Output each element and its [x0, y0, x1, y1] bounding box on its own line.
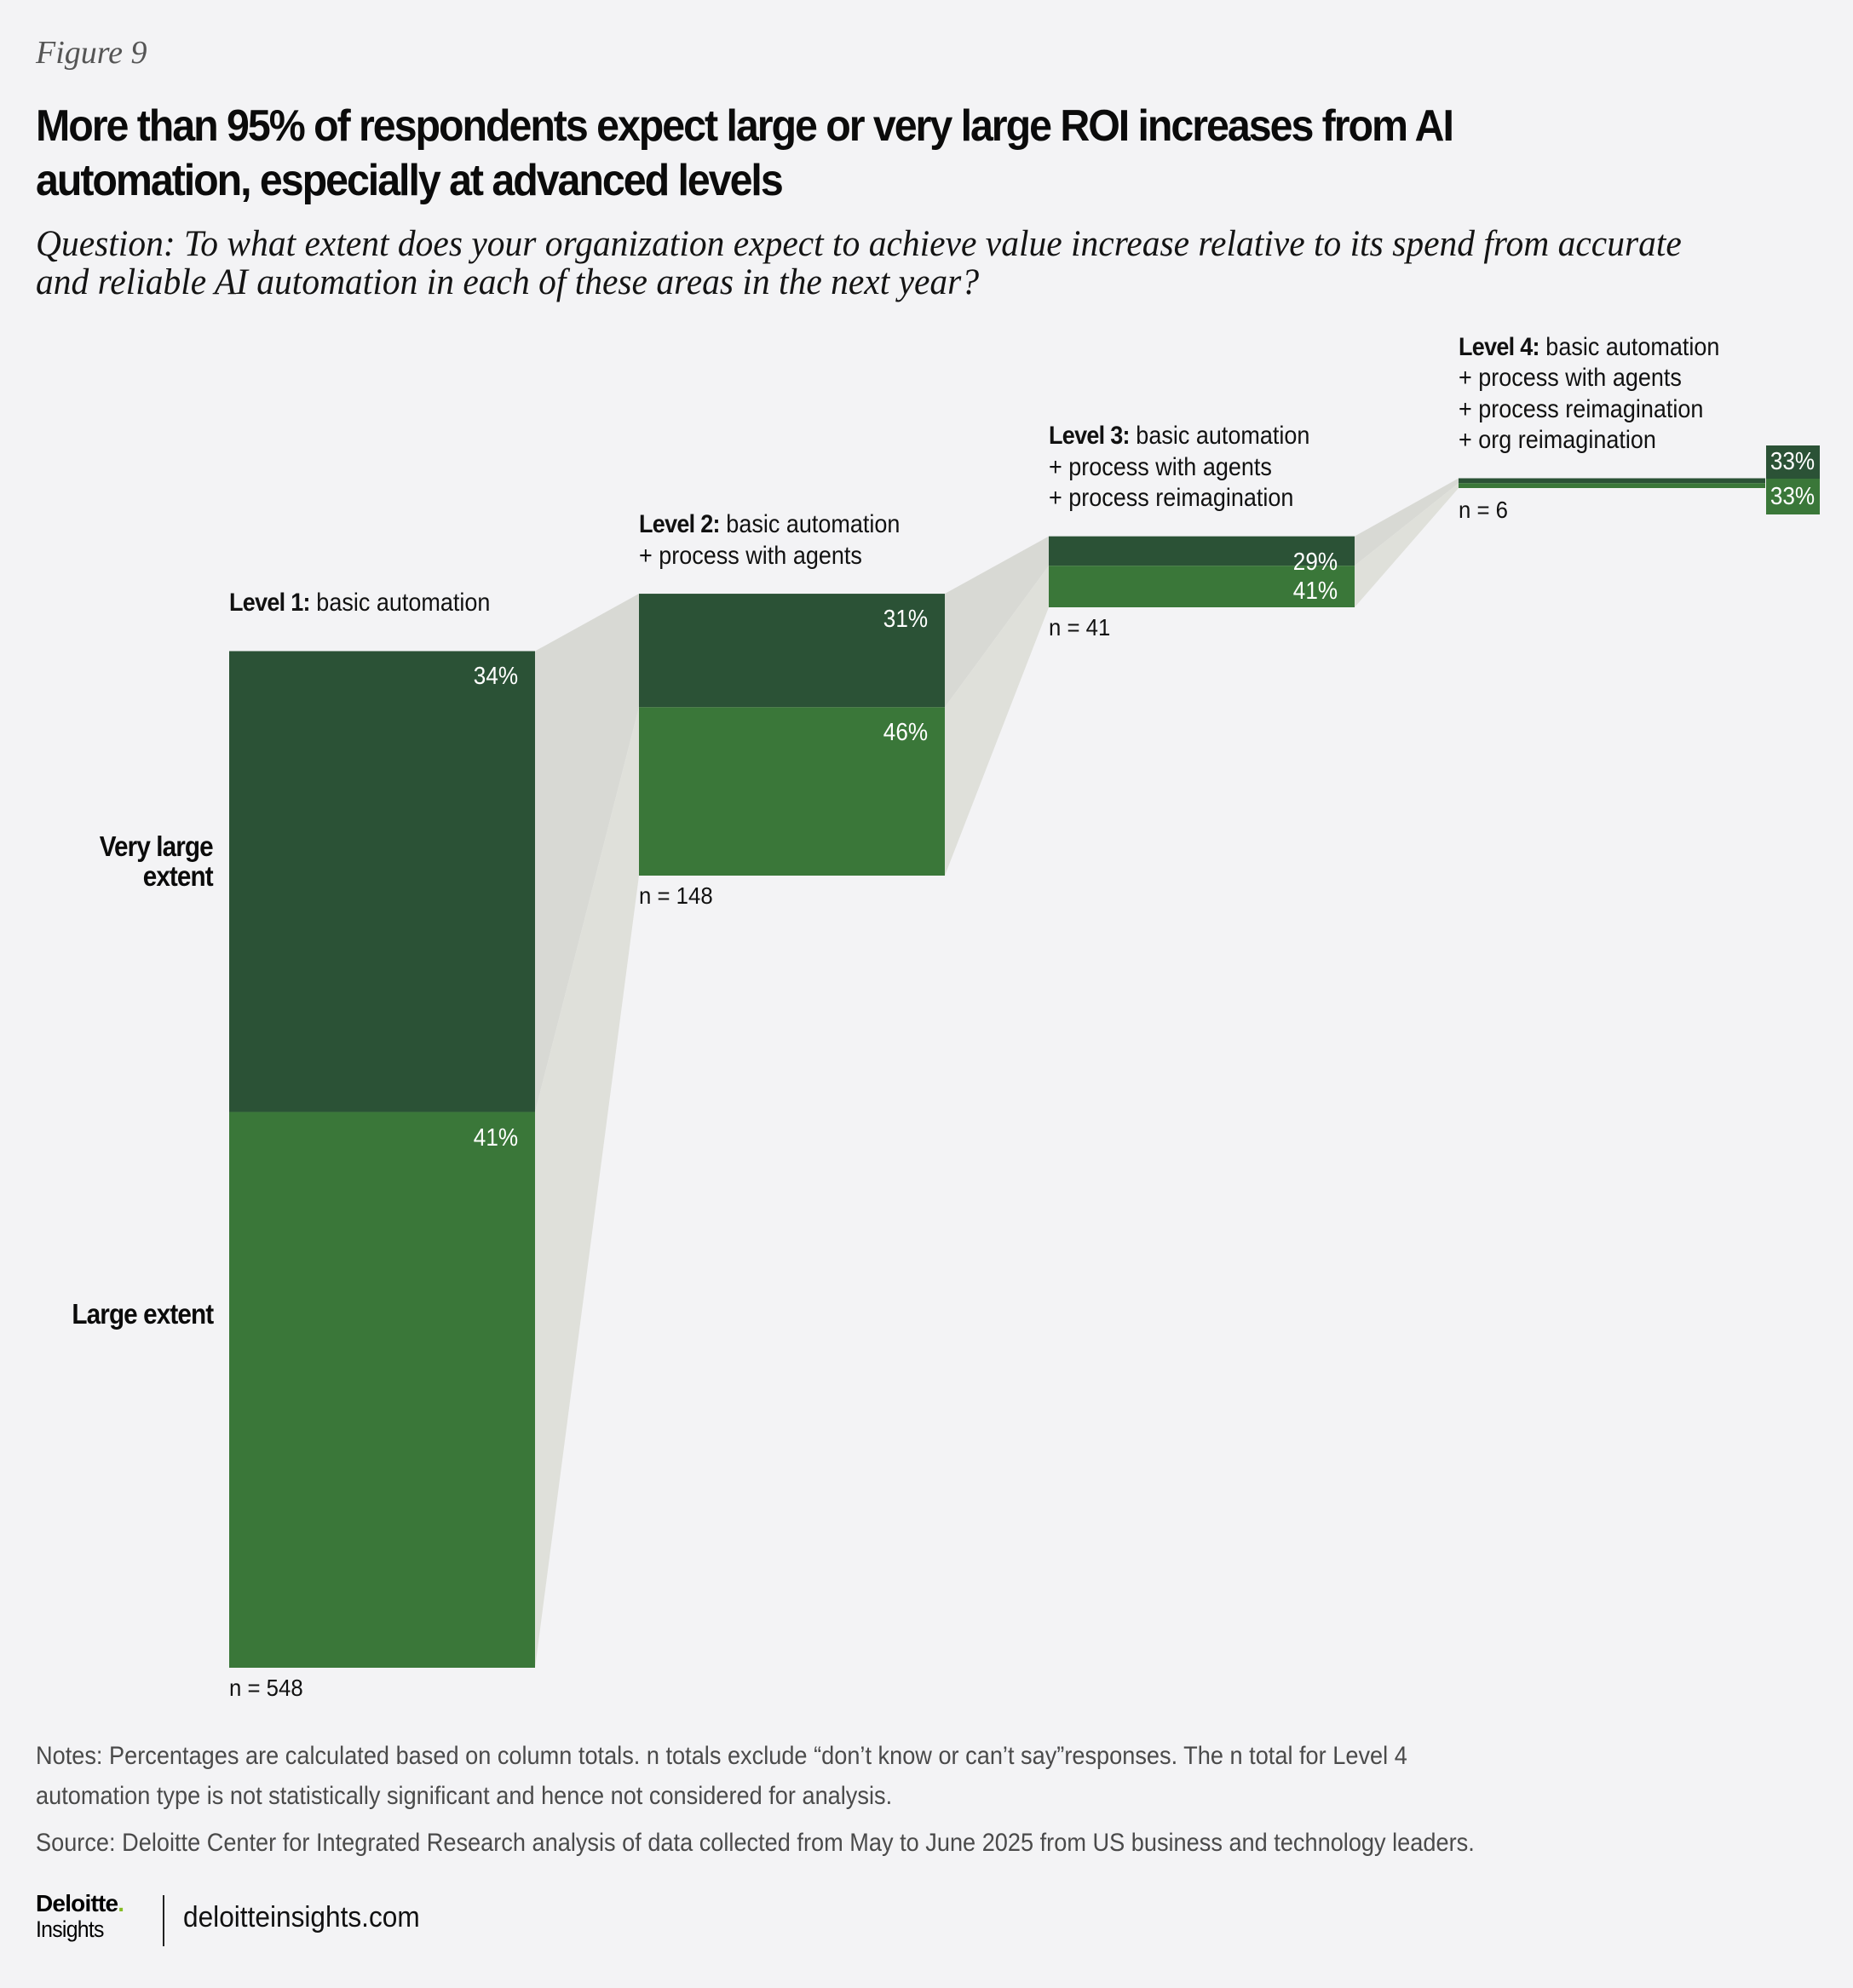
level-2-very-large-value: 31%: [883, 606, 928, 634]
connector-very-large-1-to-2: [535, 594, 639, 1112]
question-line-2: and reliable AI automation in each of th…: [36, 262, 980, 302]
level-2-large-value: 46%: [883, 719, 928, 747]
level-4-heading: Level 4: basic automation + process with …: [1459, 332, 1719, 457]
level-3-heading: Level 3: basic automation + process with …: [1049, 421, 1309, 514]
bar-level-3-very-large: [1049, 536, 1355, 566]
chart-title-line-2: automation, especially at advanced level…: [36, 156, 784, 205]
level-2-heading-line-2: + process with agents: [639, 541, 900, 572]
level-1-very-large-value: 34%: [473, 663, 518, 691]
level-1-heading-text-1: basic automation: [316, 588, 491, 617]
level-1-heading: Level 1: basic automation: [229, 588, 490, 619]
connector-large-1-to-2: [535, 707, 639, 1668]
bar-level-1-large: [229, 1112, 535, 1668]
level-4-heading-text-4: + org reimagination: [1459, 426, 1656, 454]
level-2-heading-bold: Level 2:: [639, 510, 721, 539]
row-label-very-large-line-2: extent: [142, 860, 214, 892]
deloitte-logo-text: Deloitte: [36, 1890, 118, 1916]
bar-level-1-very-large: [229, 651, 535, 1112]
deloitte-logo-dot: .: [118, 1890, 124, 1916]
notes-line-1: Notes: Percentages are calculated based …: [36, 1742, 1407, 1770]
bar-level-3-large: [1049, 566, 1355, 607]
level-3-heading-line-3: + process reimagination: [1049, 483, 1309, 514]
level-4-heading-bold: Level 4:: [1459, 332, 1540, 361]
level-4-heading-line-2: + process with agents: [1459, 363, 1719, 394]
row-label-large-extent: Large extent: [72, 1298, 214, 1330]
level-4-large-value-badge: 33%: [1766, 479, 1820, 514]
level-4-heading-line-3: + process reimagination: [1459, 394, 1719, 426]
level-1-heading-line-1: Level 1: basic automation: [229, 588, 490, 619]
level-3-very-large-value: 29%: [1292, 548, 1338, 576]
level-4-large-value: 33%: [1770, 482, 1816, 510]
level-1-heading-bold: Level 1:: [229, 588, 311, 617]
row-label-very-large-extent: Very large extent: [99, 830, 214, 892]
question-line-1: Question: To what extent does your organ…: [36, 224, 1682, 264]
level-2-heading-text-1: basic automation: [726, 510, 901, 539]
bar-level-4-very-large: [1459, 478, 1765, 484]
connector-large-2-to-3: [945, 566, 1049, 876]
level-4-n-label: n = 6: [1459, 497, 1509, 523]
level-3-n-label: n = 41: [1049, 614, 1111, 641]
source-note: Source: Deloitte Center for Integrated R…: [36, 1829, 1475, 1857]
connector-very-large-3-to-4: [1355, 478, 1459, 566]
figure-label: Figure 9: [36, 35, 147, 71]
row-label-very-large-line-1: Very large: [99, 830, 214, 862]
chart-title-line-1: More than 95% of respondents expect larg…: [36, 101, 1454, 151]
connector-large-3-to-4: [1355, 483, 1459, 607]
bar-level-2-very-large: [639, 594, 945, 708]
insights-logo-text: Insights: [36, 1916, 104, 1942]
level-3-heading-line-2: + process with agents: [1049, 452, 1309, 484]
level-2-heading-line-1: Level 2: basic automation: [639, 509, 900, 541]
connector-very-large-2-to-3: [945, 536, 1049, 708]
notes-line-2: automation type is not statistically sig…: [36, 1782, 893, 1810]
level-2-heading: Level 2: basic automation + process with …: [639, 509, 900, 572]
level-4-heading-text-3: + process reimagination: [1459, 394, 1704, 423]
level-3-heading-text-2: + process with agents: [1049, 452, 1272, 481]
level-3-heading-line-1: Level 3: basic automation: [1049, 421, 1309, 452]
level-4-heading-text-2: + process with agents: [1459, 364, 1682, 392]
level-4-very-large-value-badge: 33%: [1766, 445, 1820, 479]
site-url-link[interactable]: deloitteinsights.com: [183, 1901, 420, 1933]
level-3-large-value: 41%: [1292, 577, 1338, 606]
level-2-heading-text-2: + process with agents: [639, 541, 862, 570]
level-1-large-value: 41%: [473, 1123, 518, 1152]
level-4-heading-line-1: Level 4: basic automation: [1459, 332, 1719, 364]
level-4-heading-line-4: + org reimagination: [1459, 425, 1719, 457]
level-2-n-label: n = 148: [639, 882, 713, 909]
footer-divider: [163, 1895, 164, 1946]
deloitte-logo: Deloitte.: [36, 1890, 124, 1917]
level-3-heading-bold: Level 3:: [1049, 422, 1131, 451]
level-1-n-label: n = 548: [229, 1675, 303, 1701]
level-3-heading-text-3: + process reimagination: [1049, 484, 1294, 513]
level-4-very-large-value: 33%: [1770, 448, 1816, 475]
level-4-heading-text-1: basic automation: [1545, 332, 1720, 361]
notes: Notes: Percentages are calculated based …: [36, 1736, 1407, 1816]
bar-level-2-large: [639, 707, 945, 876]
bar-level-4-large: [1459, 483, 1765, 488]
level-3-heading-text-1: basic automation: [1136, 422, 1310, 451]
